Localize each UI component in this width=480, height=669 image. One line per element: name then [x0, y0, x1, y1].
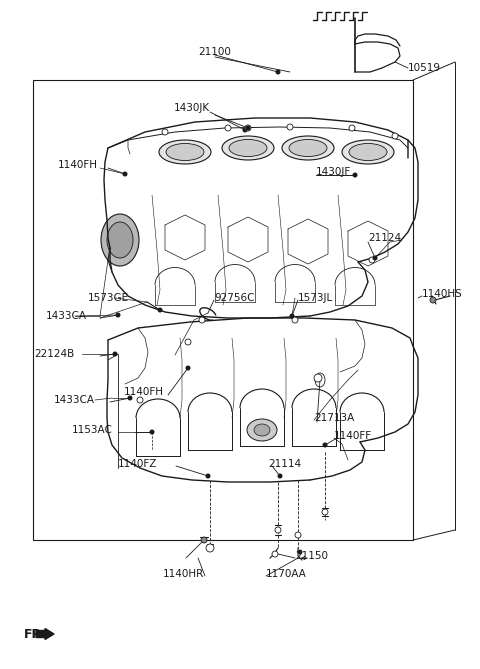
Ellipse shape: [282, 136, 334, 160]
Bar: [33, 80, 413, 540]
Text: 1140FH: 1140FH: [124, 387, 164, 397]
Ellipse shape: [166, 143, 204, 161]
Text: 1433CA: 1433CA: [54, 395, 95, 405]
Circle shape: [314, 374, 322, 382]
Text: 21124: 21124: [368, 233, 401, 243]
Text: 1140HR: 1140HR: [163, 569, 204, 579]
Text: 1573JL: 1573JL: [298, 293, 333, 303]
Text: 1140FF: 1140FF: [334, 431, 372, 441]
Ellipse shape: [349, 143, 387, 161]
FancyArrow shape: [36, 628, 54, 640]
Ellipse shape: [107, 222, 133, 258]
Ellipse shape: [101, 214, 139, 266]
Circle shape: [323, 443, 327, 447]
Text: 21114: 21114: [268, 459, 301, 469]
Circle shape: [272, 551, 278, 557]
Ellipse shape: [229, 140, 267, 157]
Circle shape: [246, 126, 250, 130]
Circle shape: [243, 128, 247, 132]
Circle shape: [162, 129, 168, 135]
Circle shape: [275, 527, 281, 533]
Circle shape: [206, 474, 210, 478]
Circle shape: [199, 317, 205, 323]
Text: 21150: 21150: [295, 551, 328, 561]
Circle shape: [287, 124, 293, 130]
Text: FR.: FR.: [24, 628, 47, 640]
Circle shape: [158, 308, 162, 312]
Text: 22124B: 22124B: [34, 349, 74, 359]
Text: 1433CA: 1433CA: [46, 311, 87, 321]
Circle shape: [392, 133, 398, 139]
Circle shape: [290, 314, 294, 318]
Text: 21713A: 21713A: [314, 413, 354, 423]
Circle shape: [225, 125, 231, 131]
Circle shape: [373, 256, 377, 260]
Circle shape: [322, 509, 328, 515]
Circle shape: [353, 173, 357, 177]
Text: 1153AC: 1153AC: [72, 425, 113, 435]
Text: 1573GE: 1573GE: [88, 293, 129, 303]
Circle shape: [349, 125, 355, 131]
Ellipse shape: [254, 424, 270, 436]
Ellipse shape: [247, 419, 277, 441]
Ellipse shape: [315, 373, 325, 387]
Ellipse shape: [159, 140, 211, 164]
Ellipse shape: [222, 136, 274, 160]
Text: 92756C: 92756C: [214, 293, 254, 303]
Circle shape: [113, 352, 117, 356]
Circle shape: [185, 339, 191, 345]
Ellipse shape: [342, 140, 394, 164]
Circle shape: [292, 317, 298, 323]
Text: 1140FH: 1140FH: [58, 160, 98, 170]
Text: 1140FZ: 1140FZ: [118, 459, 157, 469]
Text: 1170AA: 1170AA: [266, 569, 307, 579]
Circle shape: [430, 297, 436, 303]
Circle shape: [206, 544, 214, 552]
Text: 1140HS: 1140HS: [422, 289, 463, 299]
Circle shape: [298, 550, 302, 554]
Circle shape: [245, 125, 251, 131]
Circle shape: [186, 366, 190, 370]
Circle shape: [276, 70, 280, 74]
Text: 21100: 21100: [199, 47, 231, 57]
Text: 10519: 10519: [408, 63, 441, 73]
Circle shape: [123, 172, 127, 176]
Circle shape: [369, 257, 375, 263]
Text: 1430JF: 1430JF: [316, 167, 351, 177]
Circle shape: [295, 532, 301, 538]
Text: 1430JK: 1430JK: [174, 103, 210, 113]
Circle shape: [128, 396, 132, 400]
Circle shape: [137, 397, 143, 403]
Ellipse shape: [289, 140, 327, 157]
Circle shape: [201, 537, 207, 543]
Circle shape: [116, 313, 120, 317]
Circle shape: [278, 474, 282, 478]
Circle shape: [150, 430, 154, 434]
